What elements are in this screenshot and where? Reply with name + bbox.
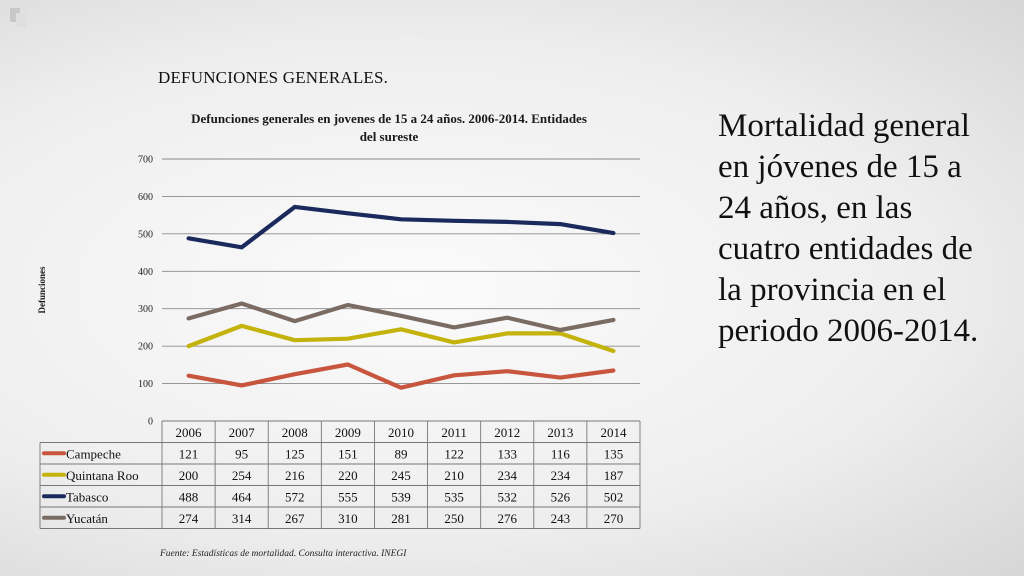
legend-label: Quintana Roo xyxy=(66,468,139,483)
x-category-label: 2006 xyxy=(176,425,203,440)
table-cell-value: 116 xyxy=(551,446,571,461)
table-cell-value: 187 xyxy=(604,468,624,483)
table-cell-value: 220 xyxy=(338,468,358,483)
x-category-label: 2011 xyxy=(441,425,467,440)
y-tick-label: 400 xyxy=(138,267,153,278)
table-cell-value: 125 xyxy=(285,446,305,461)
x-category-label: 2013 xyxy=(547,425,573,440)
table-cell-value: 464 xyxy=(232,489,252,504)
table-cell-value: 135 xyxy=(604,446,624,461)
table-cell-value: 535 xyxy=(444,489,464,504)
series-line xyxy=(186,362,616,390)
y-tick-label: 700 xyxy=(138,155,153,166)
x-category-label: 2012 xyxy=(494,425,520,440)
table-cell-value: 274 xyxy=(179,511,199,526)
table-cell-value: 267 xyxy=(285,511,305,526)
table-cell-value: 200 xyxy=(179,468,199,483)
table-cell-value: 210 xyxy=(444,468,464,483)
y-tick-label: 100 xyxy=(138,379,153,390)
y-tick-label: 200 xyxy=(138,342,153,353)
x-category-label: 2014 xyxy=(600,425,627,440)
series-line xyxy=(186,204,616,250)
table-cell-value: 95 xyxy=(235,446,248,461)
y-tick-label: 500 xyxy=(138,229,153,240)
slide-heading: DEFUNCIONES GENERALES. xyxy=(158,68,389,87)
side-description-text: Mortalidad general en jóvenes de 15 a 24… xyxy=(718,108,979,349)
legend-label: Tabasco xyxy=(66,489,108,504)
table-cell-value: 89 xyxy=(395,446,408,461)
table-cell-value: 133 xyxy=(497,446,517,461)
table-cell-value: 270 xyxy=(604,511,624,526)
legend-label: Campeche xyxy=(66,446,121,461)
table-cell-value: 488 xyxy=(179,489,199,504)
chart-title-line: Defunciones generales en jovenes de 15 a… xyxy=(191,111,587,126)
table-cell-value: 245 xyxy=(391,468,411,483)
table-cell-value: 254 xyxy=(232,468,252,483)
table-cell-value: 310 xyxy=(338,511,358,526)
y-tick-label: 300 xyxy=(138,304,153,315)
table-cell-value: 526 xyxy=(551,489,571,504)
series-line xyxy=(186,323,616,354)
x-category-label: 2010 xyxy=(388,425,414,440)
x-category-label: 2008 xyxy=(282,425,308,440)
table-cell-value: 151 xyxy=(338,446,358,461)
table-cell-value: 276 xyxy=(497,511,517,526)
table-cell-value: 532 xyxy=(497,489,517,504)
x-category-label: 2007 xyxy=(229,425,256,440)
chart-title-line: del sureste xyxy=(360,129,419,144)
table-cell-value: 234 xyxy=(551,468,571,483)
table-cell-value: 216 xyxy=(285,468,305,483)
table-cell-value: 555 xyxy=(338,489,358,504)
table-cell-value: 234 xyxy=(497,468,517,483)
legend-label: Yucatán xyxy=(66,511,108,526)
series-line xyxy=(186,301,616,333)
y-axis-label: Defunciones xyxy=(37,266,47,313)
corner-decoration-icon xyxy=(10,8,30,28)
y-tick-label: 0 xyxy=(148,417,153,428)
table-cell-value: 243 xyxy=(551,511,571,526)
table-cell-value: 281 xyxy=(391,511,411,526)
table-cell-value: 250 xyxy=(444,511,464,526)
table-cell-value: 572 xyxy=(285,489,305,504)
y-tick-label: 600 xyxy=(138,192,153,203)
table-cell-value: 539 xyxy=(391,489,411,504)
x-category-label: 2009 xyxy=(335,425,361,440)
table-cell-value: 314 xyxy=(232,511,252,526)
table-cell-value: 122 xyxy=(444,446,464,461)
source-footnote: Fuente: Estadísticas de mortalidad. Cons… xyxy=(160,549,407,559)
table-cell-value: 502 xyxy=(604,489,624,504)
table-cell-value: 121 xyxy=(179,446,199,461)
